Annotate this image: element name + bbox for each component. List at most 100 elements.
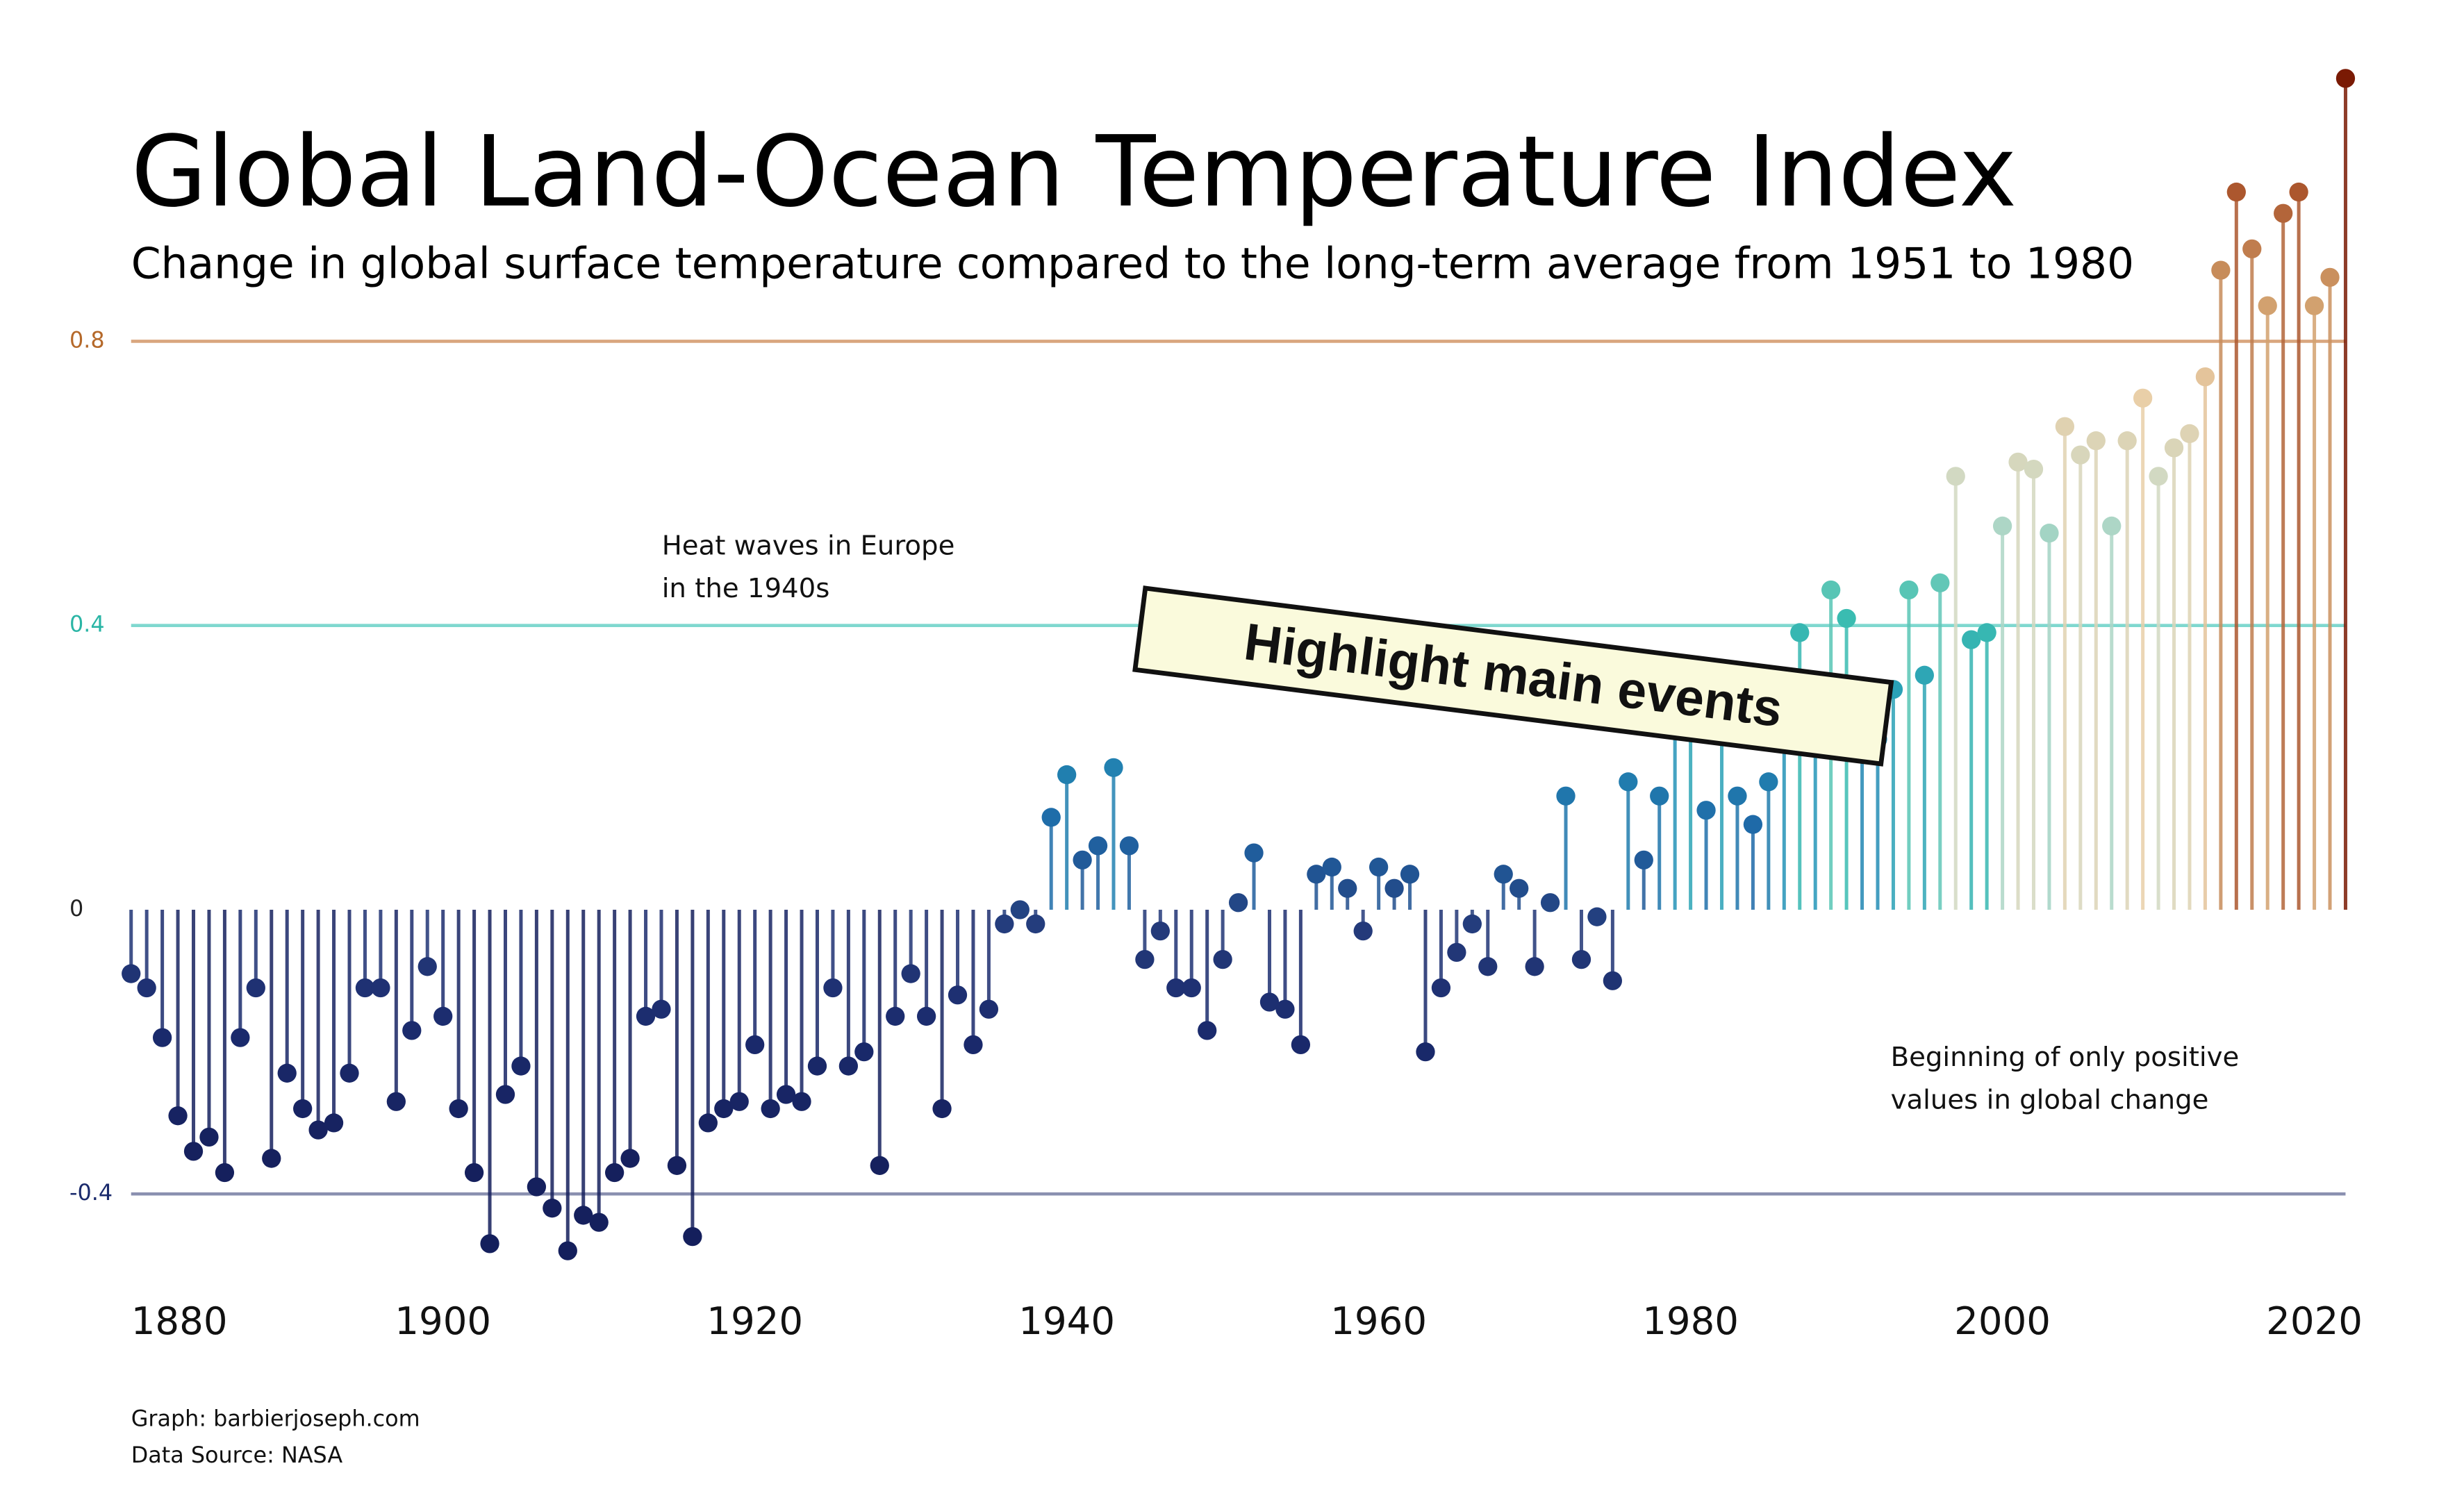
dot <box>2226 182 2246 202</box>
dot <box>792 1092 811 1111</box>
dot <box>1182 978 1201 998</box>
dot <box>168 1106 188 1126</box>
footnote: Data Source: NASA <box>131 1442 343 1468</box>
dot <box>1899 580 1919 600</box>
x-tick-label: 1940 <box>1018 1299 1115 1343</box>
dot <box>2335 69 2356 88</box>
annotation: in the 1940s <box>662 573 830 604</box>
dot <box>1619 772 1638 792</box>
dot <box>402 1021 422 1040</box>
dot <box>152 1028 172 1047</box>
dot <box>838 1056 859 1076</box>
dot <box>2086 431 2106 451</box>
dot <box>558 1241 577 1260</box>
dot <box>1915 665 1934 685</box>
dot <box>1447 942 1466 962</box>
chart-subtitle: Change in global surface temperature com… <box>131 239 2134 288</box>
dot <box>495 1085 515 1104</box>
dot <box>2055 417 2075 436</box>
dot <box>2040 524 2059 543</box>
dot <box>464 1163 484 1183</box>
dot <box>1728 786 1747 806</box>
dot <box>1759 772 1778 792</box>
dot <box>2320 267 2340 287</box>
dot <box>995 914 1014 934</box>
dot <box>1556 786 1576 806</box>
dot <box>1603 971 1623 990</box>
dot <box>2180 424 2199 444</box>
dot <box>246 978 265 998</box>
x-tick-label: 1960 <box>1330 1299 1427 1343</box>
dot <box>1119 836 1139 856</box>
dot <box>417 957 437 976</box>
dot <box>215 1163 235 1183</box>
dot <box>1369 857 1389 877</box>
dot <box>2289 182 2308 202</box>
dot <box>1650 786 1669 806</box>
dot <box>1946 467 1965 486</box>
dot <box>324 1113 344 1133</box>
dot <box>480 1234 499 1253</box>
dot <box>1510 878 1529 898</box>
dot <box>2304 296 2324 315</box>
dot <box>854 1042 874 1062</box>
dot <box>386 1092 406 1111</box>
dot <box>1322 857 1341 877</box>
dot <box>1104 758 1123 777</box>
dot <box>1384 878 1404 898</box>
dot <box>1010 900 1030 919</box>
dot <box>1743 815 1763 834</box>
dot <box>511 1056 531 1076</box>
x-tick-label: 2000 <box>1954 1299 2051 1343</box>
dot <box>371 978 390 998</box>
chart-title: Global Land-Ocean Temperature Index <box>131 115 2017 229</box>
dot <box>667 1156 687 1175</box>
dot <box>2242 239 2262 259</box>
dot <box>1977 623 1996 642</box>
dot <box>932 1099 952 1119</box>
dot <box>1088 836 1108 856</box>
dot <box>293 1099 313 1119</box>
dot <box>1821 580 1841 600</box>
callout: Highlight main events <box>1132 585 1894 767</box>
dot <box>1992 516 2012 536</box>
annotation: Beginning of only positive <box>1891 1042 2240 1073</box>
dot <box>620 1149 640 1168</box>
x-tick-label: 2020 <box>2266 1299 2363 1343</box>
dot <box>1073 850 1092 869</box>
x-tick-label: 1900 <box>395 1299 491 1343</box>
dot <box>1587 907 1607 926</box>
dot <box>183 1142 204 1161</box>
dot <box>776 1085 796 1104</box>
dot <box>745 1035 765 1055</box>
dot <box>433 1006 453 1026</box>
dot <box>1930 573 1950 592</box>
dot <box>1634 850 1653 869</box>
dot <box>308 1120 328 1140</box>
dot <box>823 978 843 998</box>
dot <box>1353 922 1373 941</box>
dot <box>589 1213 609 1232</box>
y-tick-label: 0.8 <box>69 326 105 353</box>
dot <box>527 1177 547 1197</box>
dot <box>1696 801 1716 820</box>
dot <box>122 964 141 983</box>
dot <box>698 1113 718 1133</box>
dot <box>1540 893 1560 913</box>
dot <box>1462 914 1482 934</box>
dot <box>2164 438 2184 458</box>
annotation: Heat waves in Europe <box>662 530 955 561</box>
dot <box>574 1206 593 1225</box>
dot <box>807 1056 827 1076</box>
dot <box>1338 878 1357 898</box>
dot <box>2258 296 2277 315</box>
dot <box>2211 260 2231 280</box>
dot <box>604 1163 625 1183</box>
dot <box>916 1006 936 1026</box>
dot <box>901 964 920 983</box>
dot <box>1790 623 1810 642</box>
dot <box>2117 431 2137 451</box>
annotation: values in global change <box>1891 1084 2209 1115</box>
dot <box>1416 1042 1435 1062</box>
